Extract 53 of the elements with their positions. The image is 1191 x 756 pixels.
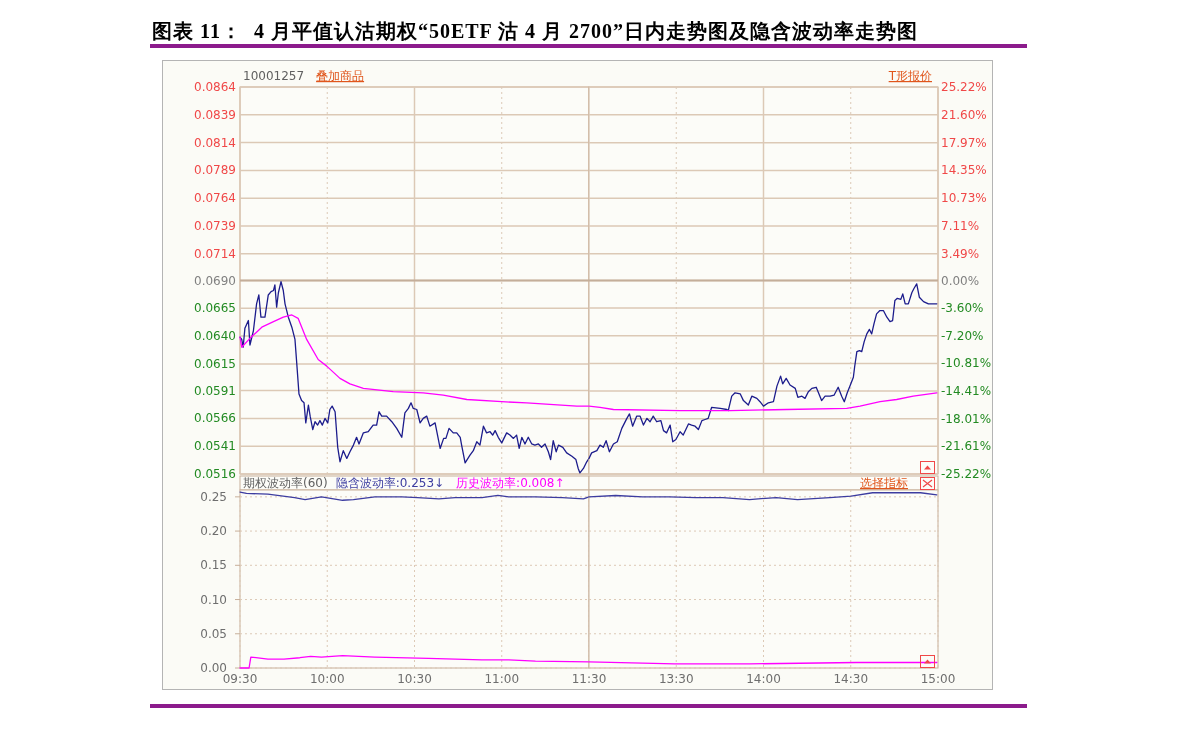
y2-tick-label: 3.49% <box>941 246 980 261</box>
y-tick-label: 0.0541 <box>194 439 236 454</box>
y-tick-label: 0.0566 <box>194 411 236 426</box>
y-tick-label: 0.05 <box>200 626 227 641</box>
x-tick-label: 09:30 <box>222 672 258 686</box>
y2-tick-label: 14.35% <box>941 163 987 178</box>
text: 历史波动率:0.008↑ <box>456 476 565 490</box>
y-tick-label: 0.0814 <box>194 135 236 150</box>
series-label: 隐含波动率:0.253↓ <box>335 476 445 490</box>
text: 选择指标 <box>860 476 908 490</box>
y2-tick-label: -14.41% <box>941 384 992 399</box>
text: 期权波动率(60) <box>243 476 328 490</box>
x-tick-label: 11:00 <box>484 672 520 686</box>
y-tick-label: 0.00 <box>200 661 227 675</box>
text: T形报价 <box>887 69 932 83</box>
x-tick-label: 13:30 <box>658 672 694 686</box>
y2-tick-label: 21.60% <box>941 107 987 122</box>
y-tick-label: 0.0739 <box>194 219 236 234</box>
y-tick-label: 0.10 <box>200 592 227 607</box>
y-tick-label: 0.0839 <box>194 107 236 122</box>
y2-tick-label: 25.22% <box>941 80 987 94</box>
x-tick-label: 15:00 <box>920 672 956 686</box>
y2-tick-label: 10.73% <box>941 191 987 206</box>
y2-tick-label: -21.61% <box>941 439 992 454</box>
text: 叠加商品 <box>316 69 365 83</box>
y2-tick-label: 17.97% <box>941 135 987 150</box>
x-tick-label: 10:30 <box>397 672 432 686</box>
y-tick-label: 0.0690 <box>194 273 236 288</box>
x-tick-label: 11:30 <box>571 672 607 686</box>
x-tick-label: 14:30 <box>833 672 869 686</box>
y-tick-label: 0.0591 <box>194 383 236 398</box>
chart-title: 图表 11： 4 月平值认沽期权“50ETF 沽 4 月 2700”日内走势图及隐含波动率走势图 <box>152 20 919 42</box>
x-tick-label: 10:00 <box>309 672 345 686</box>
y2-tick-label: -3.60% <box>941 301 984 316</box>
y-tick-label: 0.0516 <box>194 467 236 481</box>
x-tick-label: 14:00 <box>746 672 781 686</box>
y-tick-label: 0.0789 <box>194 163 236 178</box>
y-tick-label: 0.0714 <box>194 246 236 261</box>
y2-tick-label: -18.01% <box>941 411 992 426</box>
text: 10001257 <box>243 69 305 83</box>
y-tick-label: 0.0615 <box>194 356 236 371</box>
y2-tick-label: -25.22% <box>941 467 992 481</box>
y-tick-label: 0.0640 <box>194 329 236 344</box>
y-tick-label: 0.25 <box>200 489 227 504</box>
y-tick-label: 0.15 <box>200 558 227 573</box>
y2-tick-label: -10.81% <box>941 356 992 371</box>
y2-tick-label: 0.00% <box>941 273 980 288</box>
y2-tick-label: -7.20% <box>941 328 984 343</box>
y2-tick-label: 7.11% <box>941 218 980 233</box>
y-tick-label: 0.0764 <box>194 191 236 206</box>
y-tick-label: 0.0864 <box>194 80 236 94</box>
y-tick-label: 0.20 <box>200 524 227 539</box>
y-tick-label: 0.0665 <box>194 301 236 316</box>
